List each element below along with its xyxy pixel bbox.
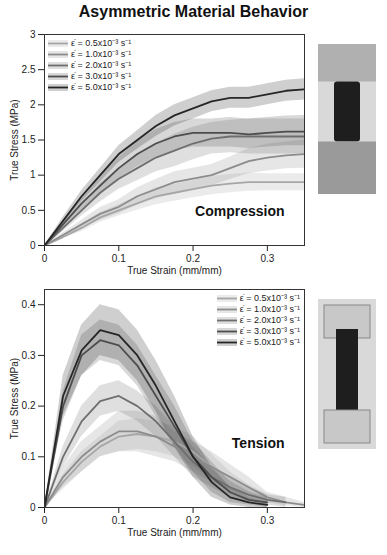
svg-text:0.2: 0.2 [22,400,36,411]
svg-text:Tension: Tension [232,435,285,451]
svg-text:0.3: 0.3 [22,350,36,361]
html-text:ε̇ = 5.0x10⁻³ s⁻¹: ε̇ = 5.0x10⁻³ s⁻¹ [239,337,300,347]
svg-text:0: 0 [30,240,36,251]
svg-text:True Stress (MPa): True Stress (MPa) [9,358,20,439]
html-text:ε̇ = 3.0x10⁻³ s⁻¹: ε̇ = 3.0x10⁻³ s⁻¹ [71,71,132,81]
svg-text:0.4: 0.4 [22,299,36,310]
html-text:ε̇ = 2.0x10⁻³ s⁻¹: ε̇ = 2.0x10⁻³ s⁻¹ [239,315,300,325]
svg-text:3: 3 [30,29,36,40]
svg-text:0: 0 [42,253,48,264]
svg-text:2: 2 [30,99,36,110]
svg-text:True Strain (mm/mm): True Strain (mm/mm) [127,265,222,276]
svg-text:0.1: 0.1 [112,515,126,526]
html-text:ε̇ = 2.0x10⁻³ s⁻¹: ε̇ = 2.0x10⁻³ s⁻¹ [71,60,132,70]
svg-text:Compression: Compression [195,203,284,219]
svg-text:0.1: 0.1 [112,253,126,264]
svg-text:1.5: 1.5 [22,134,36,145]
html-text:Asymmetric Material Behavior: Asymmetric Material Behavior [78,3,309,20]
svg-text:0.2: 0.2 [186,253,200,264]
html-text:ε̇ = 5.0x10⁻³ s⁻¹: ε̇ = 5.0x10⁻³ s⁻¹ [71,82,132,92]
svg-text:True Strain (mm/mm): True Strain (mm/mm) [127,527,222,538]
html-text:ε̇ = 0.5x10⁻³ s⁻¹: ε̇ = 0.5x10⁻³ s⁻¹ [71,38,132,48]
html-text:ε̇ = 1.0x10⁻³ s⁻¹: ε̇ = 1.0x10⁻³ s⁻¹ [239,304,300,314]
svg-text:0.5: 0.5 [22,205,36,216]
html-text:ε̇ = 3.0x10⁻³ s⁻¹: ε̇ = 3.0x10⁻³ s⁻¹ [239,326,300,336]
svg-text:2.5: 2.5 [22,64,36,75]
html-text:ε̇ = 1.0x10⁻³ s⁻¹: ε̇ = 1.0x10⁻³ s⁻¹ [71,49,132,59]
svg-text:0: 0 [30,502,36,513]
svg-text:0.2: 0.2 [186,515,200,526]
svg-text:1: 1 [30,169,36,180]
svg-text:0.3: 0.3 [260,253,274,264]
html-text:ε̇ = 0.5x10⁻³ s⁻¹: ε̇ = 0.5x10⁻³ s⁻¹ [239,293,300,303]
svg-text:True Stress (MPa): True Stress (MPa) [9,99,20,180]
svg-text:0.3: 0.3 [260,515,274,526]
svg-text:0.1: 0.1 [22,451,36,462]
svg-text:0: 0 [42,515,48,526]
